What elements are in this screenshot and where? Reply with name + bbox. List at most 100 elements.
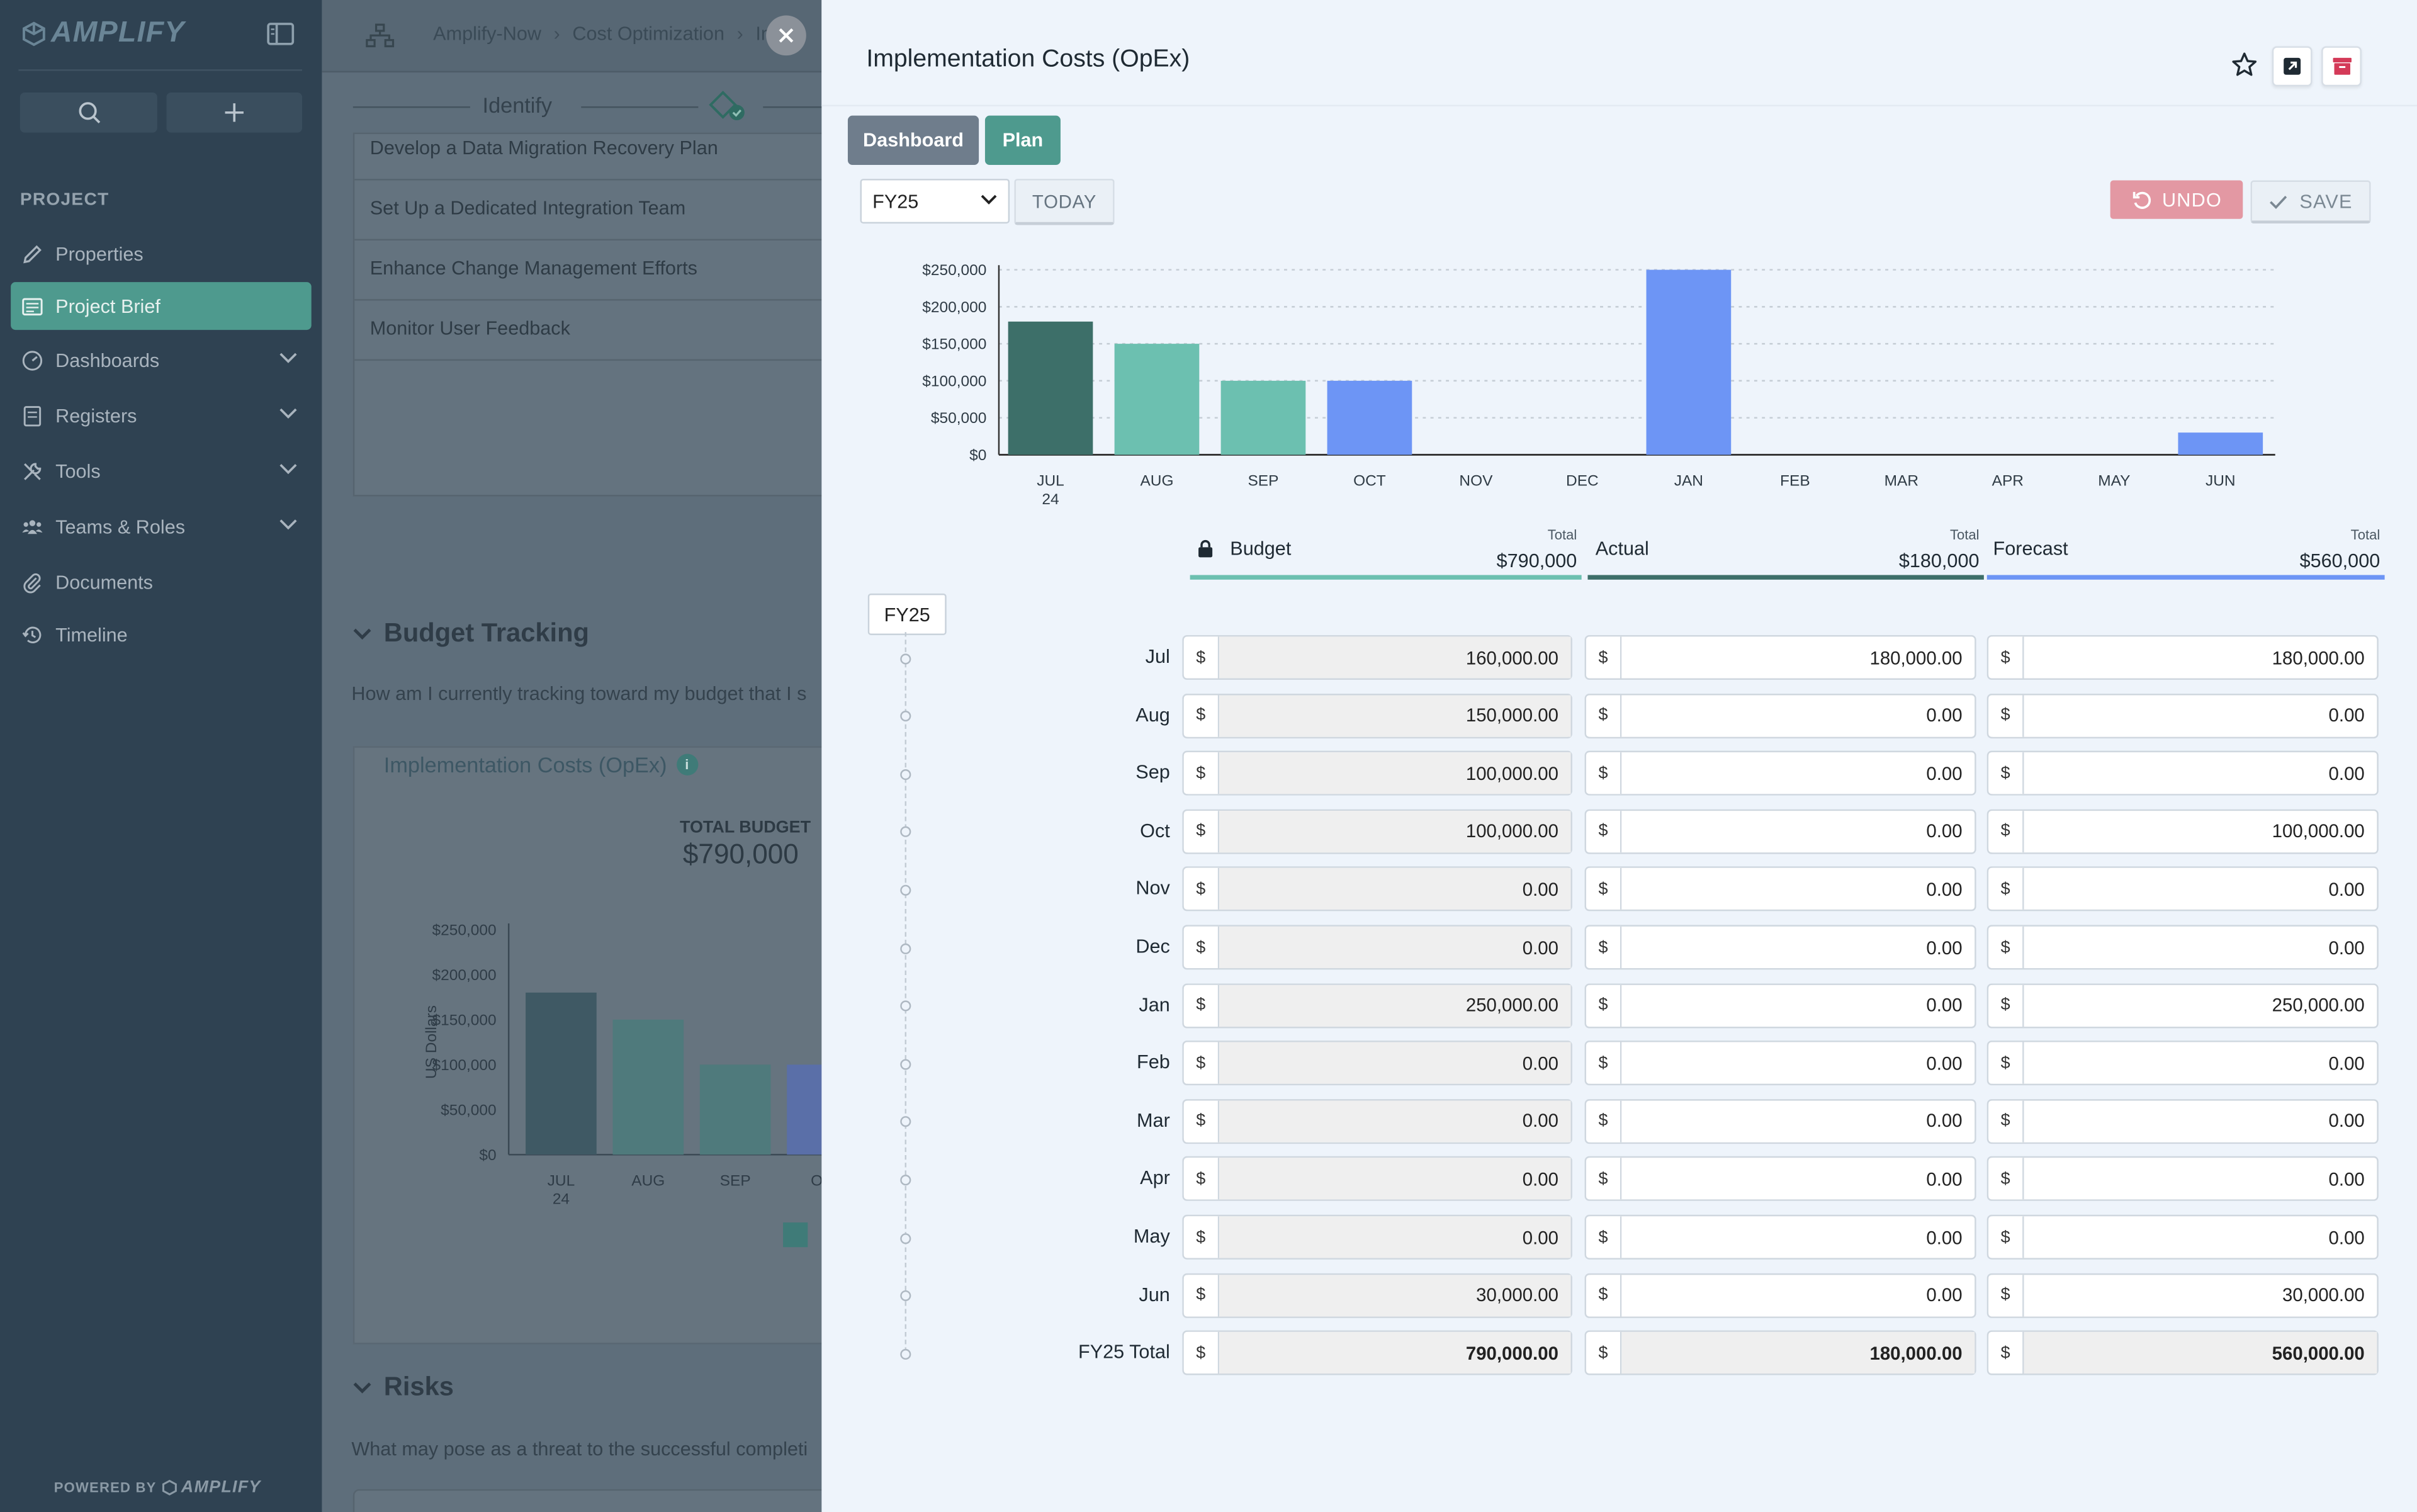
legend-forecast[interactable]: Forecast Total $560,000	[1986, 521, 2385, 580]
sidebar-item-tools[interactable]: Tools	[11, 447, 312, 495]
list-item[interactable]: Develop a Data Migration Recovery Plan	[354, 119, 848, 181]
list-item[interactable]: Set Up a Dedicated Integration Team	[354, 179, 848, 241]
sidebar-item-registers[interactable]: Registers	[11, 392, 312, 439]
budget-input[interactable]: $100,000.00	[1182, 751, 1572, 796]
bar-sep[interactable]	[1220, 380, 1306, 455]
sidebar-item-dashboards[interactable]: Dashboards	[11, 336, 312, 384]
history-icon	[21, 624, 43, 645]
x-tick-label: AUG	[631, 1172, 665, 1189]
favorite-button[interactable]	[2226, 46, 2263, 83]
actual-input[interactable]: $0.00	[1584, 925, 1976, 970]
sidebar-item-timeline[interactable]: Timeline	[11, 611, 312, 658]
currency-symbol: $	[1183, 1100, 1220, 1142]
budget-input[interactable]: $0.00	[1182, 925, 1572, 970]
budget-value: 0.00	[1219, 868, 1571, 910]
forecast-input[interactable]: $0.00	[1986, 925, 2379, 970]
actual-input[interactable]: $0.00	[1584, 809, 1976, 854]
chevron-down-icon[interactable]	[279, 463, 297, 475]
forecast-input[interactable]: $0.00	[1986, 1098, 2379, 1144]
today-button[interactable]: TODAY	[1014, 179, 1115, 225]
tab-plan[interactable]: Plan	[984, 115, 1061, 166]
currency-symbol: $	[1586, 1216, 1622, 1258]
project-brief-page: Amplify-Now › Cost Optimization › Im Ide…	[322, 0, 856, 1512]
open-external-button[interactable]	[2272, 46, 2313, 87]
budget-input[interactable]: $0.00	[1182, 1098, 1572, 1144]
actual-input[interactable]: $0.00	[1584, 693, 1976, 738]
actual-input[interactable]: $180,000.00	[1584, 635, 1976, 680]
save-button[interactable]: SAVE	[2250, 180, 2371, 224]
risks-heading[interactable]: Risks	[353, 1372, 454, 1403]
forecast-input[interactable]: $30,000.00	[1986, 1272, 2379, 1317]
budget-input[interactable]: $160,000.00	[1182, 635, 1572, 680]
bar-aug[interactable]	[612, 1019, 684, 1155]
forecast-input[interactable]: $100,000.00	[1986, 809, 2379, 854]
forecast-input[interactable]: $0.00	[1986, 751, 2379, 796]
actual-value: 180,000.00	[1621, 1332, 1975, 1374]
app-logo[interactable]: AMPLIFY	[21, 17, 184, 51]
sidebar-item-documents[interactable]: Documents	[11, 558, 312, 606]
close-panel-button[interactable]	[766, 15, 806, 56]
timeline-dot	[900, 827, 911, 838]
search-button[interactable]	[20, 92, 157, 133]
bar-jan[interactable]	[1646, 269, 1732, 455]
budget-input[interactable]: $0.00	[1182, 867, 1572, 912]
add-button[interactable]	[166, 92, 303, 133]
chevron-down-icon[interactable]	[279, 518, 297, 531]
budget-input[interactable]: $250,000.00	[1182, 983, 1572, 1028]
legend-total-label: Total	[1949, 527, 1980, 543]
forecast-input[interactable]: $250,000.00	[1986, 983, 2379, 1028]
bar-jul[interactable]	[1008, 321, 1093, 455]
budget-value: 160,000.00	[1219, 636, 1571, 679]
fiscal-year-select[interactable]: FY25	[860, 179, 1010, 224]
plus-icon	[225, 103, 244, 122]
actual-input[interactable]: $0.00	[1584, 1041, 1976, 1086]
forecast-input[interactable]: $180,000.00	[1986, 635, 2379, 680]
chevron-down-icon[interactable]	[279, 351, 297, 364]
bar-aug[interactable]	[1114, 344, 1200, 455]
bar-jun[interactable]	[2178, 432, 2263, 455]
bar-jul[interactable]	[526, 992, 597, 1155]
hierarchy-icon[interactable]	[365, 23, 395, 48]
legend-budget[interactable]: Budget Total $790,000	[1190, 521, 1582, 580]
undo-button[interactable]: UNDO	[2110, 180, 2243, 219]
sidebar-item-teams-roles[interactable]: Teams & Roles	[11, 502, 312, 550]
sidebar-toggle-icon[interactable]	[267, 21, 295, 46]
breadcrumb-item[interactable]: Amplify-Now	[433, 23, 541, 45]
actual-input[interactable]: $0.00	[1584, 983, 1976, 1028]
stage-identify[interactable]: Identify	[482, 92, 553, 118]
budget-value: 100,000.00	[1219, 810, 1571, 852]
actual-input[interactable]: $0.00	[1584, 1156, 1976, 1202]
x-tick-label: MAR	[1885, 472, 1918, 489]
forecast-input[interactable]: $0.00	[1986, 1041, 2379, 1086]
forecast-input[interactable]: $0.00	[1986, 867, 2379, 912]
info-icon[interactable]: i	[676, 753, 698, 776]
budget-input[interactable]: $0.00	[1182, 1214, 1572, 1260]
actual-input[interactable]: $0.00	[1584, 751, 1976, 796]
budget-input[interactable]: $0.00	[1182, 1041, 1572, 1086]
bar-sep[interactable]	[699, 1064, 771, 1155]
budget-input[interactable]: $150,000.00	[1182, 693, 1572, 738]
breadcrumb-item[interactable]: Cost Optimization	[572, 23, 724, 45]
sidebar-item-project-brief[interactable]: Project Brief	[11, 282, 312, 330]
bar-oct[interactable]	[1327, 380, 1412, 455]
sidebar-item-properties[interactable]: Properties	[11, 230, 312, 278]
tab-dashboard[interactable]: Dashboard	[847, 115, 979, 166]
budget-input[interactable]: $0.00	[1182, 1156, 1572, 1202]
y-tick-label: $50,000	[441, 1102, 496, 1119]
archive-button[interactable]	[2321, 46, 2362, 87]
forecast-input[interactable]: $0.00	[1986, 1156, 2379, 1202]
chevron-down-icon[interactable]	[279, 407, 297, 420]
list-item[interactable]: Monitor User Feedback	[354, 299, 848, 361]
budget-input[interactable]: $30,000.00	[1182, 1272, 1572, 1317]
legend-actual[interactable]: Actual Total $180,000	[1587, 521, 1984, 580]
budget-tracking-heading[interactable]: Budget Tracking	[353, 618, 589, 649]
actual-input[interactable]: $0.00	[1584, 1098, 1976, 1144]
forecast-input[interactable]: $0.00	[1986, 1214, 2379, 1260]
actual-input[interactable]: $0.00	[1584, 1214, 1976, 1260]
forecast-input[interactable]: $0.00	[1986, 693, 2379, 738]
list-item[interactable]: Enhance Change Management Efforts	[354, 239, 848, 301]
actual-input[interactable]: $0.00	[1584, 1272, 1976, 1317]
budget-input[interactable]: $100,000.00	[1182, 809, 1572, 854]
actual-input[interactable]: $0.00	[1584, 867, 1976, 912]
currency-symbol: $	[1183, 984, 1220, 1027]
